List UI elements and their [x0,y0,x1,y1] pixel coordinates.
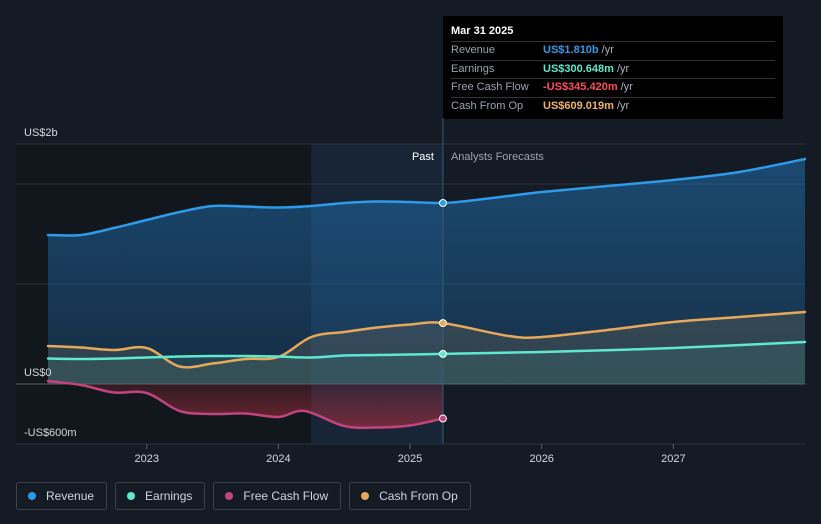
tooltip-label: Cash From Op [451,99,524,112]
tooltip-unit: /yr [616,62,630,75]
legend-item-earnings[interactable]: Earnings [115,482,206,510]
y-tick-label: US$2b [24,127,58,139]
line-cash-from-op [46,310,807,369]
tooltip-label: Free Cash Flow [451,81,529,93]
forecast-label: Analysts Forecasts [451,151,544,163]
series-lines [46,157,807,430]
tooltip-row-free-cash-flow: Free Cash Flow -US$345.420m /yr [451,79,775,98]
series-markers [438,199,447,423]
x-tick-label: 2023 [134,453,158,465]
tooltip-unit: /yr [601,44,614,56]
x-tick-label: 2026 [529,453,553,465]
tooltip-value: US$609.019m [543,99,614,112]
x-tick-label: 2024 [266,453,290,465]
area-revenue [48,159,805,384]
tooltip-value: -US$345.420m [543,81,618,93]
legend-dot [225,492,234,500]
legend-dot [28,492,36,500]
tooltip-unit: /yr [616,99,630,112]
legend-dot [127,492,136,500]
legend-label: Free Cash Flow [243,489,329,503]
x-tick-label: 2025 [398,453,422,465]
past-label: Past [412,151,434,163]
legend-item-free-cash-flow[interactable]: Free Cash Flow [213,482,342,510]
legend-label: Cash From Op [379,489,458,503]
area-earnings [48,342,805,384]
tooltip-date: Mar 31 2025 [451,23,775,42]
legend-item-revenue[interactable]: Revenue [16,482,108,510]
line-free-cash-flow [46,379,445,430]
x-axis: 2023 2024 2025 2026 2027 [134,444,686,465]
marker-earnings[interactable] [438,349,447,358]
tooltip-value: US$1.810b [543,44,599,56]
data-tooltip: Mar 31 2025 Revenue US$1.810b /yr Earnin… [443,16,783,119]
marker-cash-from-op[interactable] [438,319,447,328]
y-tick-label: US$0 [24,367,52,379]
chart-canvas: US$2b US$0 -US$600m 2023 2024 2025 2026 2027 P… [16,118,807,465]
tooltip-row-earnings: Earnings US$300.648m /yr [451,61,775,79]
legend-label: Earnings [145,489,193,503]
marker-revenue[interactable] [438,199,447,207]
tooltip-label: Revenue [451,44,496,56]
line-revenue [46,157,807,237]
chart-legend: Revenue Earnings Free Cash Flow Cash Fro… [16,482,479,510]
tooltip-value: US$300.648m [543,62,614,75]
line-earnings [46,340,807,361]
tooltip-label: Earnings [451,62,495,75]
legend-dot [361,492,370,500]
legend-label: Revenue [46,489,95,503]
tooltip-row-revenue: Revenue US$1.810b /yr [451,42,775,61]
marker-free-cash-flow[interactable] [438,414,447,423]
y-tick-label: -US$600m [24,427,77,439]
x-tick-label: 2027 [661,453,685,465]
tooltip-unit: /yr [620,81,633,93]
legend-item-cash-from-op[interactable]: Cash From Op [349,482,471,510]
y-axis-labels: US$2b US$0 -US$600m [24,127,77,439]
tooltip-row-cash-from-op: Cash From Op US$609.019m /yr [451,98,775,116]
